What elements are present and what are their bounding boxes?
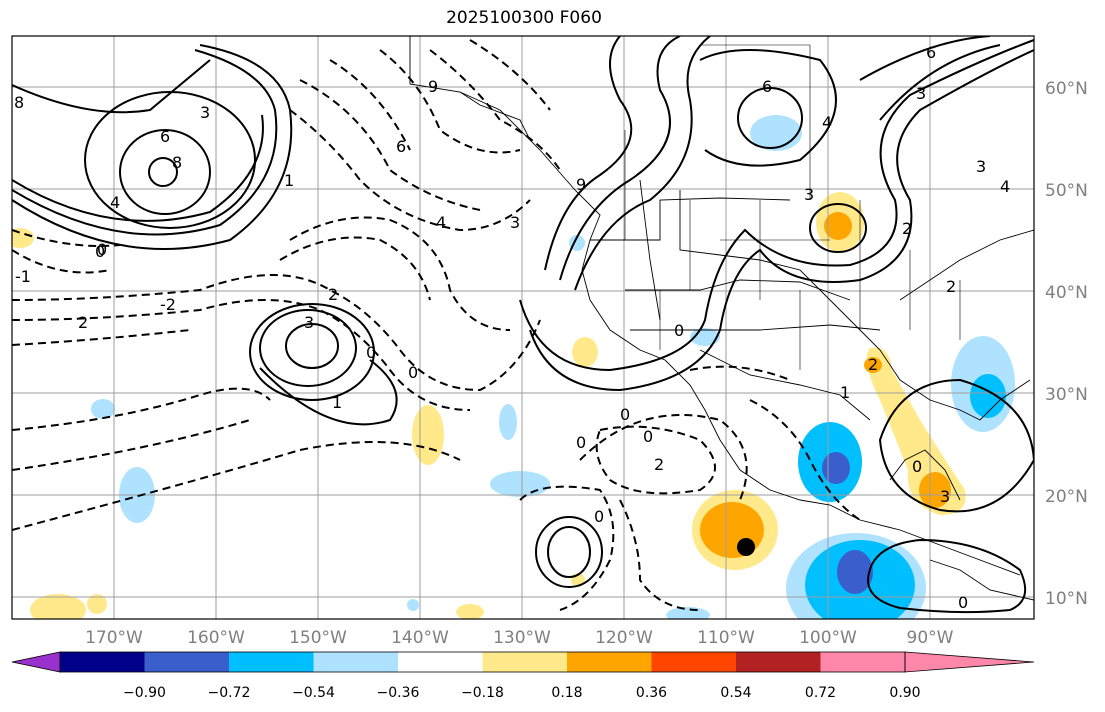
solid-contours: [12, 36, 1034, 614]
contour-label: 4: [436, 213, 446, 232]
contour-label: 0: [95, 242, 105, 261]
contour-label: 6: [160, 127, 170, 146]
colorbar-tick-label: 0.72: [805, 685, 836, 701]
lon-label: 120°W: [595, 628, 653, 648]
contour-label: -1: [15, 267, 31, 286]
shading-negative: [91, 115, 1015, 619]
contour-label: 9: [428, 77, 438, 96]
contour-label: 3: [916, 84, 926, 103]
contour-label: 4: [110, 193, 120, 212]
contour-label: 0: [620, 405, 630, 424]
dashed-contours: [12, 39, 861, 611]
longitude-labels: 170°W 160°W 150°W 140°W 130°W 120°W 110°…: [85, 628, 954, 648]
contour-label: 3: [804, 185, 814, 204]
map-background: [12, 36, 1034, 619]
contour-label: 3: [200, 103, 210, 122]
contour-label: 2: [78, 313, 88, 332]
contour-label: 8: [172, 153, 182, 172]
contour-label: 2: [654, 455, 664, 474]
colorbar-segment: [820, 652, 905, 672]
contour-label: 2: [328, 285, 338, 304]
colorbar-segment: [313, 652, 398, 672]
lat-label: 30°N: [1045, 385, 1088, 405]
colorbar-tick-label: −0.54: [292, 685, 335, 701]
contour-label: -2: [160, 295, 176, 314]
colorbar: −0.90 −0.72 −0.54 −0.36 −0.18 0.18 0.36 …: [11, 651, 1035, 701]
contour-label: 8: [14, 93, 24, 112]
contour-label: 3: [304, 313, 314, 332]
contour-label: 4: [1000, 177, 1010, 196]
shading-positive: [12, 192, 966, 619]
latitude-labels: 60°N 50°N 40°N 30°N 20°N 10°N: [1045, 79, 1088, 609]
colorbar-segment: [651, 652, 736, 672]
lon-label: 110°W: [697, 628, 755, 648]
contour-label: 6: [396, 137, 406, 156]
colorbar-frame: [59, 651, 906, 673]
colorbar-tick-label: 0.36: [636, 685, 667, 701]
colorbar-segment: [398, 652, 483, 672]
colorbar-tick-label: −0.36: [377, 685, 420, 701]
contour-labels: 8 3 6 8 4 0 2 -1 0 -2 2 3 1 1 0 0 6 4 3 …: [14, 43, 1010, 612]
contour-label: 1: [840, 383, 850, 402]
lon-label: 100°W: [799, 628, 857, 648]
lat-label: 50°N: [1045, 181, 1088, 201]
contour-label: 1: [332, 393, 342, 412]
colorbar-segment: [229, 652, 314, 672]
contour-label: 1: [284, 171, 294, 190]
contour-label: 6: [762, 77, 772, 96]
colorbar-extend-right: [904, 651, 1035, 673]
contour-label: 0: [674, 321, 684, 340]
contour-label: 0: [408, 363, 418, 382]
contour-label: 2: [902, 219, 912, 238]
figure-title: 2025100300 F060: [446, 8, 602, 28]
storm-center-dot: [737, 538, 755, 556]
map-content: 8 3 6 8 4 0 2 -1 0 -2 2 3 1 1 0 0 6 4 3 …: [12, 36, 1034, 619]
lon-label: 130°W: [493, 628, 551, 648]
contour-label: 3: [976, 157, 986, 176]
colorbar-segment: [144, 652, 229, 672]
colorbar-extend-left: [11, 651, 61, 673]
colorbar-tick-label: −0.72: [208, 685, 251, 701]
contour-label: 0: [958, 593, 968, 612]
contour-label: 6: [926, 43, 936, 62]
colorbar-segment: [736, 652, 821, 672]
colorbar-tick-label: −0.90: [123, 685, 166, 701]
lat-label: 60°N: [1045, 79, 1088, 99]
contour-label: 0: [576, 433, 586, 452]
colorbar-segment: [482, 652, 567, 672]
lon-label: 160°W: [187, 628, 245, 648]
lat-label: 10°N: [1045, 589, 1088, 609]
contour-label: 0: [594, 507, 604, 526]
lat-label: 20°N: [1045, 487, 1088, 507]
contour-label: 0: [643, 427, 653, 446]
colorbar-tick-label: 0.90: [889, 685, 920, 701]
colorbar-tick-label: −0.18: [461, 685, 504, 701]
contour-label: 4: [822, 113, 832, 132]
colorbar-segment: [60, 652, 145, 672]
colorbar-tick-label: 0.54: [720, 685, 751, 701]
contour-label: 0: [912, 457, 922, 476]
lon-label: 140°W: [391, 628, 449, 648]
colorbar-tick-label: 0.18: [551, 685, 582, 701]
contour-label: 3: [510, 213, 520, 232]
colorbar-ticks: −0.90 −0.72 −0.54 −0.36 −0.18 0.18 0.36 …: [123, 685, 921, 701]
lon-label: 170°W: [85, 628, 143, 648]
contour-label: 0: [97, 240, 107, 259]
contour-label: 2: [868, 355, 878, 374]
contour-label: 3: [940, 487, 950, 506]
colorbar-segment: [567, 652, 652, 672]
contour-label: 9: [576, 175, 586, 194]
lon-label: 150°W: [289, 628, 347, 648]
lon-label: 90°W: [907, 628, 954, 648]
contour-label: 2: [946, 277, 956, 296]
lat-label: 40°N: [1045, 283, 1088, 303]
contour-label: 0: [366, 343, 376, 362]
map-frame: [11, 35, 1035, 620]
